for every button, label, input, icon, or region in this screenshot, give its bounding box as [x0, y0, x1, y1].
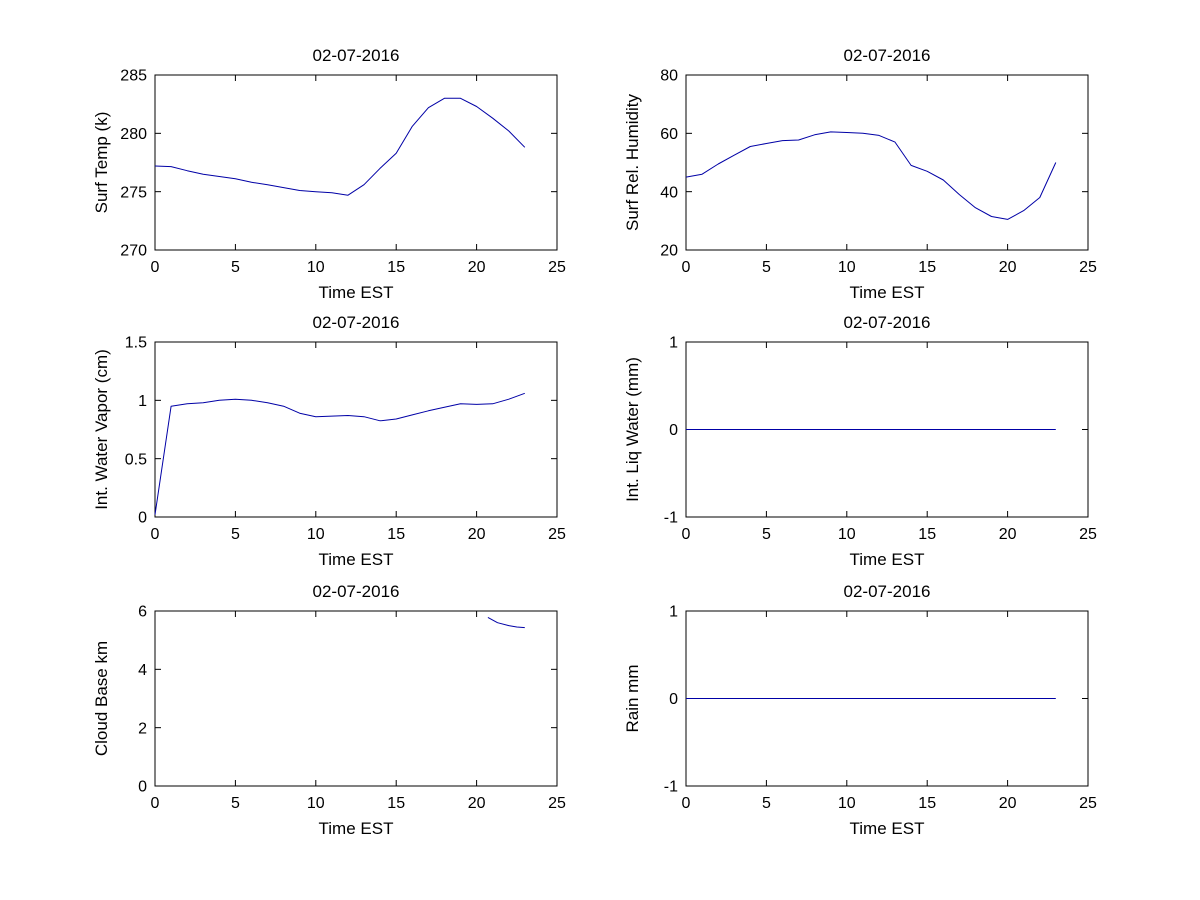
- chart-surf-temp: 0 5 10 15 20 25 270 275 280 285 02-07-2016 Time EST…: [92, 46, 566, 302]
- x-tick-label: 25: [1079, 259, 1097, 276]
- y-tick-label: 0: [138, 779, 147, 796]
- x-axis-label: Time EST: [850, 550, 925, 569]
- y-tick-label: 0.5: [125, 451, 147, 468]
- x-tick-label: 5: [762, 259, 771, 276]
- x-tick-label: 25: [548, 259, 566, 276]
- subplot-int-water-vapor: 0 5 10 15 20 25 0 0.5 1 1.5 02-07-2016 Time EST Int.…: [35, 297, 595, 587]
- y-tick-label: 1: [669, 335, 678, 352]
- x-tick-label: 10: [838, 259, 856, 276]
- y-tick-label: 0: [669, 422, 678, 439]
- y-tick-label: -1: [664, 510, 678, 527]
- x-tick-label: 5: [231, 259, 240, 276]
- y-tick-label: 20: [660, 243, 678, 260]
- y-tick-label: 4: [138, 662, 147, 679]
- data-line: [487, 616, 525, 629]
- subplot-int-liq-water: 0 5 10 15 20 25 -1 0 1 02-07-2016 Time EST Int. Liq…: [566, 297, 1126, 587]
- x-tick-label: 0: [682, 526, 691, 543]
- x-tick-label: 5: [762, 795, 771, 812]
- x-tick-label: 0: [682, 259, 691, 276]
- x-tick-label: 10: [307, 259, 325, 276]
- x-axis-label: Time EST: [850, 283, 925, 302]
- x-axis-label: Time EST: [319, 283, 394, 302]
- x-tick-label: 0: [151, 259, 160, 276]
- x-tick-label: 20: [468, 259, 486, 276]
- x-axis-label: Time EST: [319, 819, 394, 838]
- y-tick-label: -1: [664, 779, 678, 796]
- y-tick-label: 285: [120, 68, 147, 85]
- y-tick-label: 60: [660, 126, 678, 143]
- axes-box: [154, 74, 558, 251]
- y-axis-label: Surf Rel. Humidity: [623, 94, 642, 231]
- y-axis-label: Rain mm: [623, 664, 642, 732]
- y-tick-label: 40: [660, 184, 678, 201]
- subplot-rain: 0 5 10 15 20 25 -1 0 1 02-07-2016 Time EST Rain mm: [566, 566, 1126, 856]
- data-line: [154, 97, 526, 196]
- y-axis-label: Cloud Base km: [92, 641, 111, 756]
- y-tick-label: 280: [120, 126, 147, 143]
- x-tick-label: 20: [468, 526, 486, 543]
- axes-box: [154, 341, 558, 518]
- chart-surf-rel-humidity: 0 5 10 15 20 25 20 40 60 80 02-07-2016 Time EST Surf…: [623, 46, 1097, 302]
- x-tick-label: 5: [231, 795, 240, 812]
- x-tick-label: 25: [548, 795, 566, 812]
- x-tick-label: 0: [151, 526, 160, 543]
- y-tick-label: 6: [138, 604, 147, 621]
- x-tick-label: 20: [999, 526, 1017, 543]
- y-tick-label: 80: [660, 68, 678, 85]
- x-tick-label: 0: [682, 795, 691, 812]
- chart-int-water-vapor: 0 5 10 15 20 25 0 0.5 1 1.5 02-07-2016 Time EST Int.…: [92, 313, 566, 569]
- x-tick-label: 10: [307, 795, 325, 812]
- y-axis-label: Surf Temp (k): [92, 112, 111, 214]
- y-axis-label: Int. Water Vapor (cm): [92, 349, 111, 510]
- x-tick-label: 5: [231, 526, 240, 543]
- x-tick-label: 25: [1079, 795, 1097, 812]
- x-tick-label: 0: [151, 795, 160, 812]
- x-tick-label: 10: [307, 526, 325, 543]
- x-tick-label: 15: [918, 795, 936, 812]
- subplot-surf-temp: 0 5 10 15 20 25 270 275 280 285 02-07-2016 Time EST…: [35, 30, 595, 320]
- x-tick-label: 15: [387, 526, 405, 543]
- chart-title: 02-07-2016: [313, 313, 400, 332]
- x-tick-label: 5: [762, 526, 771, 543]
- x-tick-label: 20: [999, 795, 1017, 812]
- subplot-surf-rel-humidity: 0 5 10 15 20 25 20 40 60 80 02-07-2016 Time EST Surf…: [566, 30, 1126, 320]
- x-tick-label: 10: [838, 795, 856, 812]
- x-tick-label: 20: [999, 259, 1017, 276]
- axes-box: [154, 610, 558, 787]
- data-line: [154, 392, 525, 515]
- data-line: [685, 131, 1057, 220]
- chart-title: 02-07-2016: [313, 582, 400, 601]
- x-tick-label: 10: [838, 526, 856, 543]
- y-tick-label: 1.5: [125, 335, 147, 352]
- y-tick-label: 2: [138, 720, 147, 737]
- y-tick-label: 270: [120, 243, 147, 260]
- y-tick-label: 1: [669, 604, 678, 621]
- x-tick-label: 15: [387, 259, 405, 276]
- y-tick-label: 1: [138, 393, 147, 410]
- x-tick-label: 15: [387, 795, 405, 812]
- chart-cloud-base: 0 5 10 15 20 25 0 2 4 6 02-07-2016 Time EST Cloud Ba…: [92, 582, 566, 838]
- axes-box: [685, 74, 1089, 251]
- y-tick-label: 0: [138, 510, 147, 527]
- subplot-cloud-base: 0 5 10 15 20 25 0 2 4 6 02-07-2016 Time EST Cloud Ba…: [35, 566, 595, 856]
- x-tick-label: 25: [548, 526, 566, 543]
- chart-title: 02-07-2016: [313, 46, 400, 65]
- y-tick-label: 275: [120, 184, 147, 201]
- x-tick-label: 20: [468, 795, 486, 812]
- x-axis-label: Time EST: [319, 550, 394, 569]
- chart-title: 02-07-2016: [844, 46, 931, 65]
- x-axis-label: Time EST: [850, 819, 925, 838]
- x-tick-label: 15: [918, 526, 936, 543]
- y-tick-label: 0: [669, 691, 678, 708]
- chart-title: 02-07-2016: [844, 313, 931, 332]
- y-axis-label: Int. Liq Water (mm): [623, 357, 642, 502]
- x-tick-label: 25: [1079, 526, 1097, 543]
- x-tick-label: 15: [918, 259, 936, 276]
- chart-title: 02-07-2016: [844, 582, 931, 601]
